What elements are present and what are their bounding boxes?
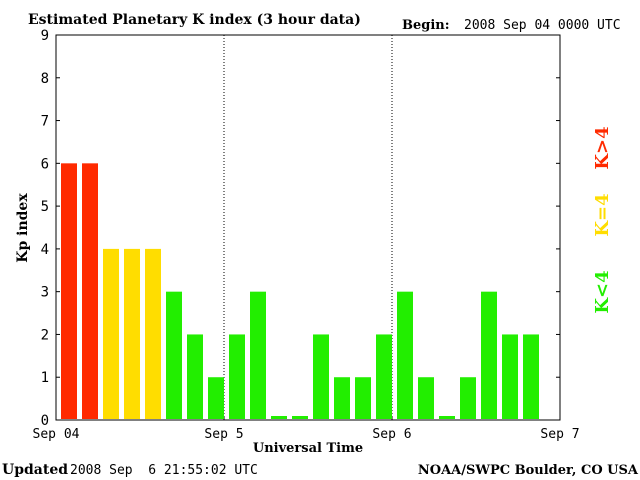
kp-bar (187, 334, 203, 419)
kp-bar (292, 416, 308, 419)
kp-bar (103, 248, 119, 419)
y-tick-label: 9 (41, 28, 49, 44)
y-tick-label: 2 (41, 327, 49, 343)
y-tick-label: 4 (41, 242, 49, 258)
plot-area: 0 1 2 3 4 5 6 7 8 9 Sep 04 Sep 5 Sep 6 Sep 7 (33, 28, 580, 442)
kp-bar (481, 291, 497, 419)
kp-bar (523, 334, 539, 419)
kp-bar (439, 416, 455, 419)
kp-bar (61, 163, 77, 419)
kp-bar (502, 334, 518, 419)
kp-bar (229, 334, 245, 419)
kp-bar (334, 377, 350, 419)
updated-value: 2008 Sep 6 21:55:02 UTC (70, 463, 258, 478)
legend-low: K<4 (592, 270, 613, 313)
x-axis-label: Universal Time (253, 441, 363, 456)
begin-value: 2008 Sep 04 0000 UTC (464, 18, 621, 33)
kp-bar (124, 248, 140, 419)
y-tick-label: 3 (41, 285, 49, 301)
y-tick-label: 8 (41, 71, 49, 87)
kp-bar (208, 377, 224, 419)
y-tick-label: 0 (41, 413, 49, 429)
kp-bar (313, 334, 329, 419)
kp-bar (460, 377, 476, 419)
y-axis-label: Kp index (15, 193, 31, 263)
plot-frame (55, 34, 561, 421)
kp-bar (166, 291, 182, 419)
kp-bar (250, 291, 266, 419)
kp-bar (271, 416, 287, 419)
updated-label: Updated (2, 462, 68, 478)
kp-bar (82, 163, 98, 419)
kp-bar (397, 291, 413, 419)
x-tick-label: Sep 5 (204, 427, 243, 442)
x-tick-label: Sep 04 (33, 427, 80, 442)
legend-high: K>4 (592, 126, 613, 169)
y-tick-label: 6 (41, 156, 49, 172)
x-tick-label: Sep 6 (372, 427, 411, 442)
kp-bar (355, 377, 371, 419)
x-tick-label: Sep 7 (540, 427, 579, 442)
kp-bar (376, 334, 392, 419)
kp-bar (145, 248, 161, 419)
y-tick-label: 5 (41, 199, 49, 215)
kp-bar (418, 377, 434, 419)
legend-equal: K=4 (592, 193, 613, 236)
y-tick-label: 1 (41, 370, 49, 386)
begin-label: Begin: (402, 18, 450, 33)
chart-title: Estimated Planetary K index (3 hour data… (28, 12, 361, 28)
y-tick-label: 7 (41, 114, 49, 130)
source-credit: NOAA/SWPC Boulder, CO USA (418, 463, 639, 478)
